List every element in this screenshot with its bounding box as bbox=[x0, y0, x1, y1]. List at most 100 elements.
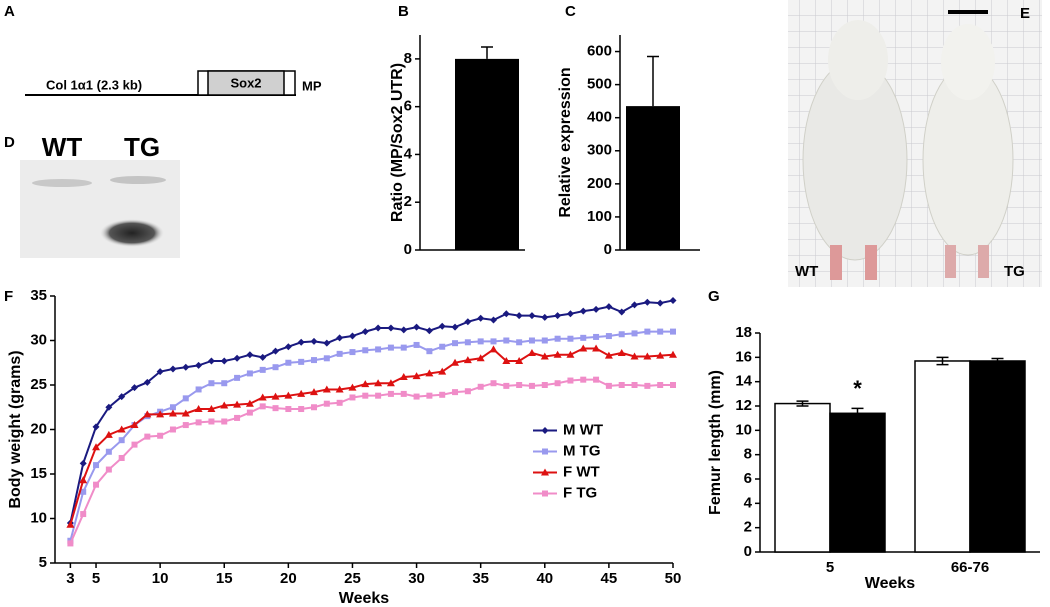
marker bbox=[143, 410, 152, 418]
marker bbox=[580, 334, 587, 341]
marker bbox=[670, 328, 676, 335]
marker bbox=[617, 348, 626, 356]
bar bbox=[455, 58, 519, 251]
marker bbox=[181, 409, 190, 417]
marker bbox=[258, 393, 267, 401]
marker bbox=[438, 322, 446, 330]
marker bbox=[503, 337, 510, 344]
panel-letter: A bbox=[4, 3, 15, 20]
x-tick-label: 3 bbox=[66, 570, 74, 587]
marker bbox=[541, 382, 548, 388]
tag-label: MP bbox=[302, 78, 322, 93]
marker bbox=[426, 348, 433, 355]
marker bbox=[221, 380, 228, 387]
marker bbox=[528, 312, 536, 320]
y-tick-label: 30 bbox=[30, 331, 47, 348]
marker bbox=[131, 441, 138, 448]
marker bbox=[463, 356, 472, 364]
y-tick-label: 300 bbox=[587, 142, 612, 159]
marker bbox=[169, 426, 176, 433]
y-tick-label: 100 bbox=[587, 208, 612, 225]
marker bbox=[425, 327, 433, 335]
marker bbox=[361, 328, 369, 336]
marker bbox=[284, 343, 292, 351]
marker bbox=[130, 384, 138, 392]
marker bbox=[284, 391, 293, 399]
marker bbox=[157, 432, 164, 439]
marker bbox=[399, 372, 408, 380]
marker bbox=[348, 383, 357, 391]
marker bbox=[80, 488, 87, 495]
marker bbox=[156, 410, 165, 418]
marker bbox=[580, 376, 587, 383]
marker bbox=[566, 350, 575, 358]
marker bbox=[656, 351, 665, 359]
panel-e: E WT TG bbox=[788, 0, 1042, 287]
marker bbox=[413, 341, 420, 348]
marker bbox=[272, 347, 280, 355]
marker bbox=[92, 443, 101, 451]
marker bbox=[669, 296, 677, 304]
marker bbox=[168, 409, 177, 417]
y-tick-label: 8 bbox=[404, 50, 412, 67]
y-tick-label: 15 bbox=[30, 465, 47, 482]
marker bbox=[451, 323, 459, 331]
marker bbox=[272, 364, 279, 371]
marker bbox=[387, 344, 394, 351]
marker bbox=[221, 418, 228, 425]
series-line bbox=[69, 378, 673, 544]
marker bbox=[554, 380, 561, 387]
marker bbox=[669, 350, 677, 358]
marker bbox=[541, 468, 549, 476]
marker bbox=[413, 323, 421, 331]
panel-letter: F bbox=[4, 288, 13, 305]
x-tick-label: 45 bbox=[601, 570, 618, 587]
marker bbox=[515, 356, 524, 364]
marker bbox=[464, 318, 472, 326]
marker bbox=[386, 379, 395, 387]
marker bbox=[592, 344, 601, 352]
marker bbox=[477, 314, 485, 322]
marker bbox=[541, 313, 549, 321]
marker bbox=[439, 391, 446, 398]
marker bbox=[246, 370, 253, 377]
marker bbox=[567, 377, 574, 384]
marker bbox=[194, 405, 203, 413]
marker bbox=[631, 382, 638, 388]
marker bbox=[361, 380, 370, 388]
y-tick-label: 4 bbox=[744, 494, 753, 511]
marker bbox=[477, 338, 484, 345]
panel-d: D WT TG bbox=[4, 132, 180, 258]
y-axis-label: Ratio (MP/Sox2 UTR) bbox=[389, 63, 406, 222]
marker bbox=[79, 476, 88, 484]
marker bbox=[630, 352, 639, 360]
annotation: * bbox=[853, 376, 862, 401]
marker bbox=[593, 376, 600, 383]
marker bbox=[79, 459, 87, 467]
y-tick-label: 4 bbox=[404, 145, 413, 162]
marker bbox=[542, 490, 548, 497]
mouse-foot bbox=[945, 245, 956, 278]
marker bbox=[516, 382, 523, 388]
marker bbox=[272, 405, 279, 412]
marker bbox=[400, 344, 407, 351]
marker bbox=[323, 355, 330, 362]
marker bbox=[169, 365, 177, 373]
y-tick-label: 6 bbox=[404, 98, 412, 115]
x-tick-label: 5 bbox=[826, 559, 834, 576]
marker bbox=[528, 337, 535, 344]
marker bbox=[502, 310, 510, 318]
y-tick-label: 12 bbox=[735, 397, 752, 414]
y-tick-label: 16 bbox=[735, 348, 752, 365]
y-tick-label: 14 bbox=[735, 373, 752, 390]
marker bbox=[259, 403, 266, 410]
panel-letter: C bbox=[565, 3, 576, 20]
marker bbox=[169, 404, 176, 411]
marker bbox=[285, 406, 292, 413]
error-bar bbox=[991, 357, 1004, 365]
marker bbox=[464, 339, 471, 346]
y-tick-label: 5 bbox=[39, 554, 47, 571]
marker bbox=[554, 312, 562, 320]
panel-letter: D bbox=[4, 134, 15, 151]
marker bbox=[105, 466, 112, 473]
